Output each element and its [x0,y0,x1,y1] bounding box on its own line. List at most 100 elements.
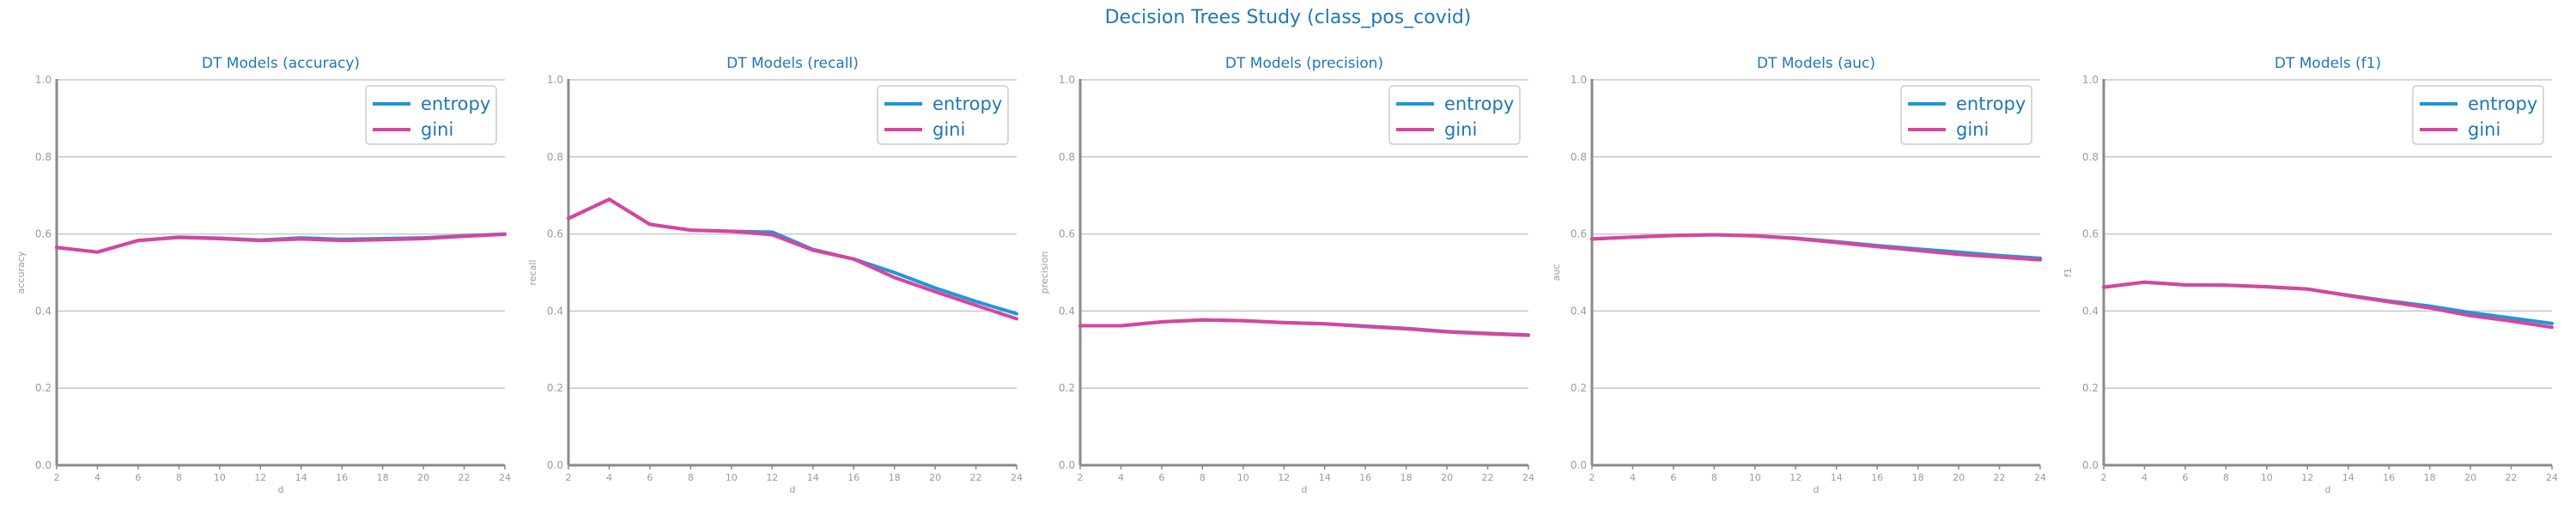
x-tick-label: 24 [2034,472,2046,483]
x-tick-label: 10 [1237,472,1249,483]
y-tick-label: 0.2 [1059,382,1075,394]
legend-label-gini: gini [421,119,453,140]
series-line-gini [1590,233,2042,262]
x-tick-label: 2 [54,472,60,483]
y-tick-label: 0.2 [547,382,563,394]
x-tick-label: 4 [2142,472,2148,483]
y-tick-label: 0.4 [35,305,52,317]
x-tick-label: 8 [176,472,182,483]
x-tick-label: 4 [1630,472,1636,483]
x-tick-label: 24 [2546,472,2558,483]
y-tick-label: 0.4 [547,305,563,317]
chart-title: DT Models (accuracy) [202,55,360,72]
x-tick-label: 20 [2464,472,2476,483]
x-tick-label: 22 [2506,472,2518,483]
x-tick-label: 10 [1749,472,1761,483]
y-tick-label: 0.2 [2082,382,2099,394]
y-tick-label: 0.0 [2082,459,2099,471]
y-tick-label: 0.2 [35,382,52,394]
x-tick-label: 16 [2383,472,2395,483]
y-axis-label: auc [1551,264,1562,282]
y-tick-label: 0.6 [547,228,563,240]
x-tick-label: 24 [1522,472,1534,483]
y-tick-label: 1.0 [1571,74,1587,86]
y-tick-label: 0.6 [2082,228,2099,240]
x-axis-label: d [1814,484,1820,495]
chart-title: DT Models (auc) [1757,55,1875,72]
y-tick-label: 0.6 [35,228,52,240]
legend-label-entropy: entropy [2468,94,2537,114]
y-tick-label: 0.0 [547,459,563,471]
y-tick-label: 0.0 [1059,459,1075,471]
x-tick-label: 2 [1589,472,1595,483]
x-tick-label: 18 [1912,472,1924,483]
series-line-gini [2102,280,2554,330]
legend-label-gini: gini [933,119,965,140]
x-tick-label: 22 [1482,472,1494,483]
legend-label-entropy: entropy [421,94,490,114]
y-tick-label: 0.8 [1571,151,1587,163]
x-tick-label: 8 [2223,472,2229,483]
x-tick-label: 12 [1789,472,1801,483]
x-tick-label: 14 [2342,472,2354,483]
x-tick-label: 8 [688,472,694,483]
series-line-gini [55,233,507,254]
y-tick-label: 0.0 [35,459,52,471]
legend-label-gini: gini [1956,119,1989,140]
x-tick-label: 6 [135,472,141,483]
y-tick-label: 0.8 [2082,151,2099,163]
x-tick-label: 18 [1400,472,1413,483]
y-tick-label: 0.8 [1059,151,1075,163]
y-tick-label: 0.8 [547,151,563,163]
x-axis-label: d [1302,484,1308,495]
chart-title: DT Models (precision) [1225,55,1383,72]
x-tick-label: 14 [1831,472,1843,483]
y-tick-label: 0.6 [1571,228,1587,240]
series-line-gini [1078,318,1530,337]
y-tick-label: 1.0 [2082,74,2099,86]
y-tick-label: 1.0 [1059,74,1075,86]
x-tick-label: 2 [1078,472,1084,483]
x-tick-label: 22 [970,472,982,483]
x-tick-label: 10 [2261,472,2273,483]
y-tick-label: 1.0 [35,74,52,86]
x-tick-label: 6 [647,472,653,483]
chart-title: DT Models (f1) [2275,55,2381,72]
x-tick-label: 20 [1953,472,1965,483]
x-tick-label: 6 [1158,472,1164,483]
x-tick-label: 20 [417,472,429,483]
x-tick-label: 4 [606,472,612,483]
x-tick-label: 12 [1278,472,1290,483]
x-tick-label: 6 [1670,472,1676,483]
x-axis-label: d [278,484,284,495]
y-tick-label: 0.0 [1571,459,1587,471]
y-tick-label: 0.4 [1571,305,1587,317]
x-axis-label: d [790,484,796,495]
y-tick-label: 0.4 [2082,305,2099,317]
y-axis-label: f1 [2063,268,2074,277]
x-tick-label: 18 [2424,472,2436,483]
y-tick-label: 0.8 [35,151,52,163]
x-tick-label: 14 [807,472,819,483]
x-tick-label: 10 [214,472,226,483]
x-tick-label: 14 [1319,472,1331,483]
figure-title: Decision Trees Study (class_pos_covid) [1104,7,1472,28]
x-tick-label: 22 [1994,472,2006,483]
y-tick-label: 0.4 [1059,305,1075,317]
x-tick-label: 2 [566,472,572,483]
x-tick-label: 18 [889,472,901,483]
x-tick-label: 2 [2101,472,2107,483]
legend-label-entropy: entropy [933,94,1002,114]
x-tick-label: 14 [295,472,307,483]
x-tick-label: 16 [1359,472,1371,483]
legend-label-entropy: entropy [1956,94,2026,114]
x-tick-label: 20 [929,472,941,483]
x-tick-label: 18 [377,472,389,483]
chart-title: DT Models (recall) [726,55,859,72]
x-tick-label: 16 [1871,472,1883,483]
x-tick-label: 4 [94,472,100,483]
x-tick-label: 8 [1200,472,1206,483]
x-tick-label: 10 [726,472,738,483]
x-tick-label: 22 [459,472,471,483]
